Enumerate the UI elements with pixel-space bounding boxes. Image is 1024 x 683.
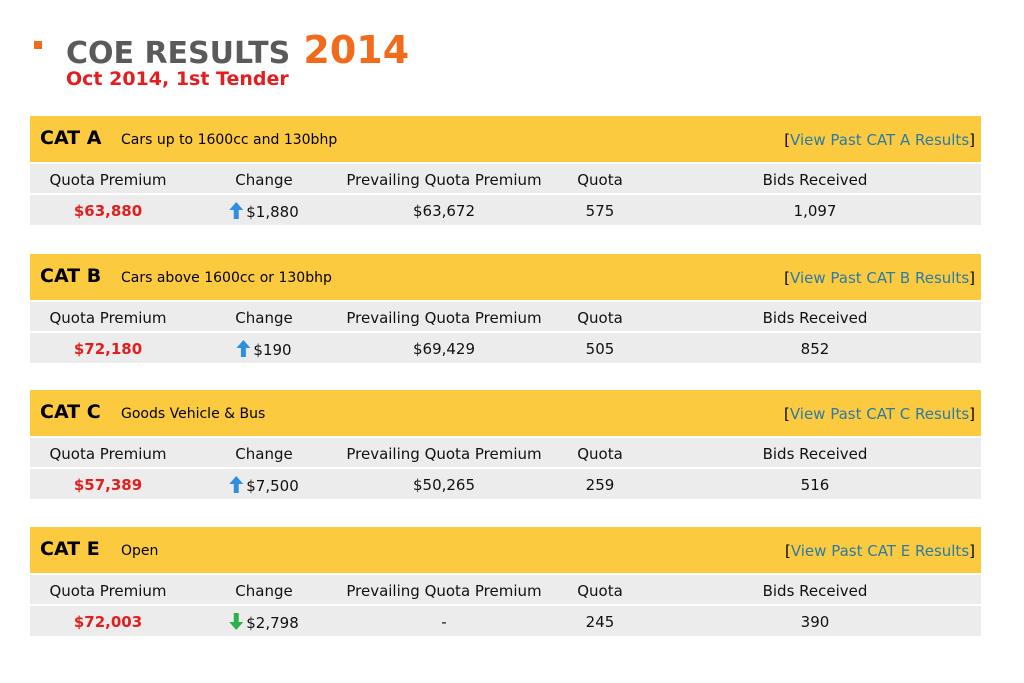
change-value: $1,880: [246, 203, 299, 221]
view-past-results-link[interactable]: View Past CAT A Results: [790, 131, 970, 149]
change-value: $2,798: [246, 614, 299, 632]
quota-value: 505: [585, 340, 615, 358]
category-block-cat-a: CAT A Cars up to 1600cc and 130bhp [View…: [30, 116, 981, 225]
page-title-year: 2014: [303, 28, 410, 72]
bids-received-value: 852: [800, 340, 830, 358]
change-cell: $1,880: [229, 202, 299, 221]
quota-premium-value: $63,880: [73, 202, 143, 220]
prevailing-quota-premium-value: $69,429: [412, 340, 476, 358]
page-title: COE RESULTS 2014: [66, 28, 409, 72]
past-results-link-wrapper: [View Past CAT E Results]: [784, 542, 975, 560]
column-header-quota-premium: Quota Premium: [49, 582, 167, 600]
category-header: CAT A Cars up to 1600cc and 130bhp [View…: [30, 116, 981, 162]
category-header: CAT C Goods Vehicle & Bus [View Past CAT…: [30, 390, 981, 436]
column-header-row: Quota Premium Change Prevailing Quota Pr…: [30, 164, 981, 193]
category-header: CAT B Cars above 1600cc or 130bhp [View …: [30, 254, 981, 300]
quota-premium-value: $72,180: [73, 340, 143, 358]
column-header-change: Change: [235, 445, 293, 463]
column-header-prevailing-quota-premium: Prevailing Quota Premium: [346, 582, 542, 600]
column-header-change: Change: [235, 171, 293, 189]
column-header-change: Change: [235, 582, 293, 600]
category-code: CAT C: [40, 401, 101, 423]
arrow-down-icon: [229, 613, 244, 630]
bids-received-value: 1,097: [793, 202, 837, 220]
past-results-link-wrapper: [View Past CAT B Results]: [784, 269, 975, 287]
category-block-cat-b: CAT B Cars above 1600cc or 130bhp [View …: [30, 254, 981, 363]
category-description: Cars up to 1600cc and 130bhp: [121, 132, 338, 148]
page-title-text: COE RESULTS: [66, 36, 291, 71]
category-block-cat-e: CAT E Open [View Past CAT E Results] Quo…: [30, 527, 981, 636]
column-header-quota-premium: Quota Premium: [49, 445, 167, 463]
tender-subtitle: Oct 2014, 1st Tender: [66, 68, 289, 90]
results-row: $57,389 $7,500 $50,265 259 516: [30, 469, 981, 499]
bids-received-value: 390: [800, 613, 830, 631]
prevailing-quota-premium-value: -: [441, 613, 447, 631]
column-header-quota: Quota: [577, 309, 623, 327]
column-header-bids-received: Bids Received: [762, 171, 868, 189]
column-header-quota-premium: Quota Premium: [49, 171, 167, 189]
column-header-bids-received: Bids Received: [762, 582, 868, 600]
change-value: $190: [253, 341, 292, 359]
column-header-quota: Quota: [577, 171, 623, 189]
prevailing-quota-premium-value: $63,672: [412, 202, 476, 220]
category-code: CAT E: [40, 538, 100, 560]
view-past-results-link[interactable]: View Past CAT B Results: [790, 269, 970, 287]
category-block-cat-c: CAT C Goods Vehicle & Bus [View Past CAT…: [30, 390, 981, 499]
column-header-row: Quota Premium Change Prevailing Quota Pr…: [30, 302, 981, 331]
quota-value: 259: [585, 476, 615, 494]
column-header-quota: Quota: [577, 445, 623, 463]
quota-premium-value: $57,389: [73, 476, 143, 494]
column-header-quota-premium: Quota Premium: [49, 309, 167, 327]
quota-premium-value: $72,003: [73, 613, 143, 631]
title-bullet-icon: [34, 41, 42, 49]
category-description: Open: [121, 543, 159, 559]
column-header-prevailing-quota-premium: Prevailing Quota Premium: [346, 309, 542, 327]
arrow-up-icon: [229, 476, 244, 493]
prevailing-quota-premium-value: $50,265: [412, 476, 476, 494]
column-header-change: Change: [235, 309, 293, 327]
column-header-row: Quota Premium Change Prevailing Quota Pr…: [30, 438, 981, 467]
column-header-prevailing-quota-premium: Prevailing Quota Premium: [346, 445, 542, 463]
view-past-results-link[interactable]: View Past CAT E Results: [790, 542, 970, 560]
category-header: CAT E Open [View Past CAT E Results]: [30, 527, 981, 573]
change-value: $7,500: [246, 477, 299, 495]
past-results-link-wrapper: [View Past CAT C Results]: [783, 405, 975, 423]
category-code: CAT A: [40, 127, 102, 149]
column-header-prevailing-quota-premium: Prevailing Quota Premium: [346, 171, 542, 189]
past-results-link-wrapper: [View Past CAT A Results]: [784, 131, 975, 149]
column-header-row: Quota Premium Change Prevailing Quota Pr…: [30, 575, 981, 604]
column-header-bids-received: Bids Received: [762, 445, 868, 463]
bids-received-value: 516: [800, 476, 830, 494]
arrow-up-icon: [236, 340, 251, 357]
category-description: Goods Vehicle & Bus: [121, 406, 266, 422]
change-cell: $190: [236, 340, 292, 359]
category-description: Cars above 1600cc or 130bhp: [121, 270, 332, 286]
arrow-up-icon: [229, 202, 244, 219]
quota-value: 245: [585, 613, 615, 631]
results-row: $63,880 $1,880 $63,672 575 1,097: [30, 195, 981, 225]
column-header-quota: Quota: [577, 582, 623, 600]
results-row: $72,180 $190 $69,429 505 852: [30, 333, 981, 363]
change-cell: $7,500: [229, 476, 299, 495]
results-row: $72,003 $2,798 - 245 390: [30, 606, 981, 636]
category-code: CAT B: [40, 265, 102, 287]
quota-value: 575: [585, 202, 615, 220]
change-cell: $2,798: [229, 613, 299, 632]
column-header-bids-received: Bids Received: [762, 309, 868, 327]
view-past-results-link[interactable]: View Past CAT C Results: [789, 405, 970, 423]
